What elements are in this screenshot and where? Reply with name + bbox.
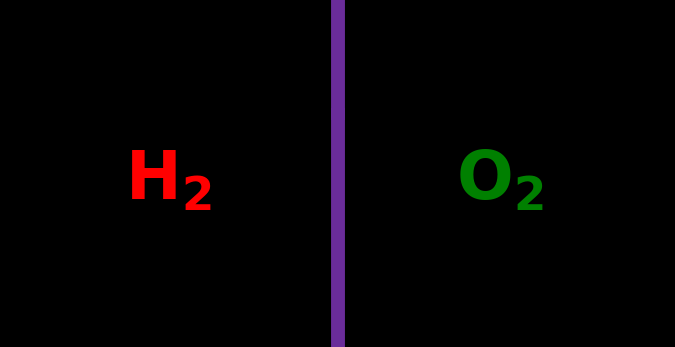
Text: $\mathbf{H_2}$: $\mathbf{H_2}$	[126, 147, 212, 213]
Text: $\mathbf{O_2}$: $\mathbf{O_2}$	[456, 147, 543, 213]
